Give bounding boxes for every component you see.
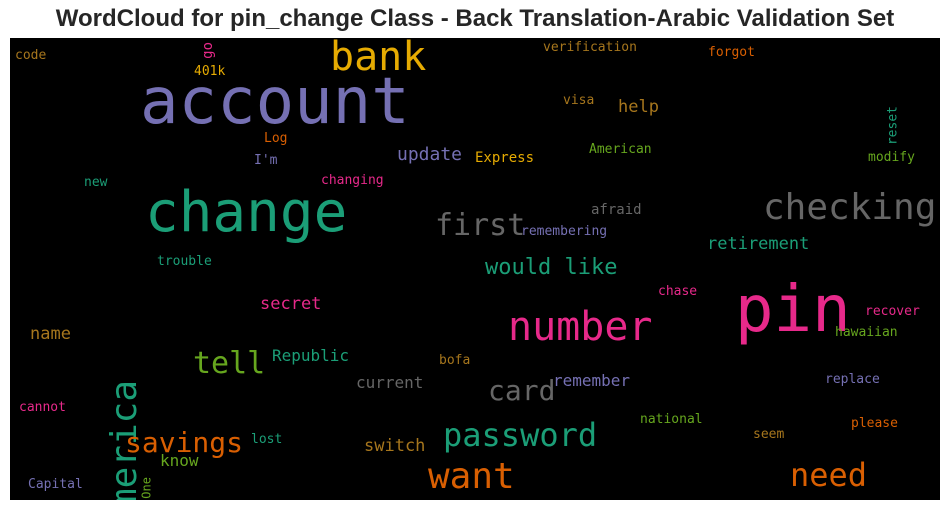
wordcloud-word: go [200, 42, 216, 59]
wordcloud-word: code [15, 48, 46, 63]
wordcloud-word: number [508, 304, 653, 350]
wordcloud-word: need [790, 456, 867, 494]
wordcloud-word: password [443, 416, 597, 454]
wordcloud-word: help [618, 97, 659, 117]
wordcloud-word: seem [753, 427, 784, 442]
wordcloud-word: changing [321, 173, 384, 188]
wordcloud-word: Capital [28, 477, 83, 492]
wordcloud-word: trouble [157, 254, 212, 269]
wordcloud-word: 401k [194, 64, 225, 79]
wordcloud-word: remember [553, 371, 630, 390]
wordcloud-word: recover [865, 304, 920, 319]
wordcloud-word: know [160, 451, 199, 470]
wordcloud-word: new [84, 175, 108, 190]
wordcloud-word: update [397, 144, 462, 165]
wordcloud-word: card [488, 374, 555, 407]
wordcloud-word: hawaiian [835, 325, 898, 340]
wordcloud-word: would like [485, 255, 617, 280]
wordcloud-word: checking [763, 187, 936, 228]
wordcloud-panel: account change pin bank number checking americ… [10, 38, 940, 500]
wordcloud-word: please [851, 416, 898, 431]
wordcloud-word: afraid [591, 202, 642, 218]
wordcloud-word: verification [543, 40, 637, 55]
wordcloud-word: Log [264, 131, 287, 146]
wordcloud-word: visa [563, 93, 594, 108]
wordcloud-word: national [640, 412, 703, 427]
wordcloud-word: first [435, 208, 525, 243]
wordcloud-word: switch [364, 436, 425, 456]
wordcloud-word: replace [825, 372, 880, 387]
wordcloud-word: want [428, 456, 515, 497]
wordcloud-word: Express [475, 150, 534, 166]
wordcloud-word: current [356, 373, 423, 392]
wordcloud-svg: accountchangepinbanknumbercheckingameric… [10, 38, 940, 500]
chart-title: WordCloud for pin_change Class - Back Tr… [0, 5, 950, 33]
wordcloud-word: lost [251, 432, 282, 447]
wordcloud-word: secret [260, 294, 321, 314]
wordcloud-word: tell [193, 346, 265, 381]
wordcloud-word: I'm [254, 153, 278, 168]
wordcloud-word: bank [330, 38, 426, 80]
wordcloud-word: remembering [521, 224, 607, 239]
wordcloud-word: change [145, 180, 347, 245]
wordcloud-word: name [30, 324, 71, 344]
wordcloud-word: American [589, 142, 652, 157]
wordcloud-word: cannot [19, 400, 66, 415]
wordcloud-word: pin [735, 273, 851, 347]
wordcloud-word: forgot [708, 45, 755, 60]
wordcloud-word: reset [885, 106, 900, 145]
wordcloud-word: Republic [272, 346, 349, 365]
wordcloud-word: modify [868, 150, 915, 165]
wordcloud-word: bofa [439, 353, 470, 368]
wordcloud-word: One [140, 477, 154, 499]
wordcloud-word: chase [658, 284, 697, 299]
wordcloud-word: retirement [707, 234, 809, 254]
